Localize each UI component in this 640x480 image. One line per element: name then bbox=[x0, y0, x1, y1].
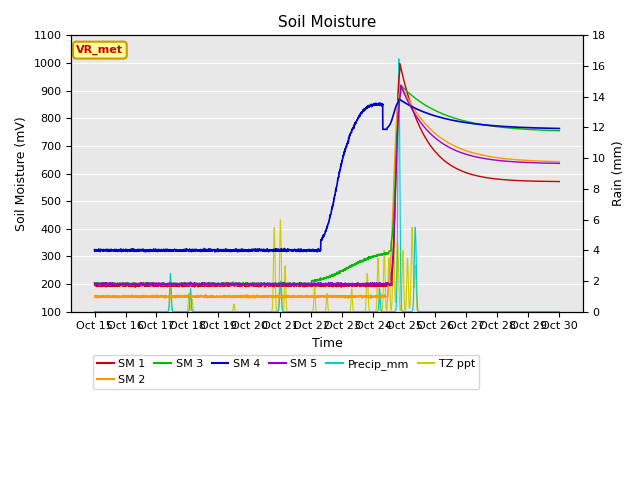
TZ ppt bbox=[144, 309, 152, 314]
Precip_mm bbox=[269, 309, 276, 314]
SM 5 bbox=[323, 283, 330, 289]
SM 2 bbox=[91, 295, 99, 300]
Precip_mm bbox=[547, 309, 554, 314]
SM 5 bbox=[144, 280, 152, 286]
Precip_mm bbox=[395, 56, 403, 61]
SM 1 bbox=[269, 284, 276, 289]
SM 4 bbox=[269, 247, 276, 253]
SM 2 bbox=[144, 294, 152, 300]
SM 2 bbox=[172, 293, 179, 299]
SM 5 bbox=[91, 280, 99, 286]
SM 3 bbox=[497, 124, 504, 130]
Line: Precip_mm: Precip_mm bbox=[95, 59, 559, 312]
Precip_mm bbox=[556, 309, 563, 314]
SM 1 bbox=[144, 283, 152, 288]
Line: TZ ppt: TZ ppt bbox=[95, 220, 559, 312]
SM 2 bbox=[289, 292, 297, 298]
SM 1 bbox=[497, 177, 504, 182]
SM 4 bbox=[547, 125, 554, 131]
Line: SM 2: SM 2 bbox=[95, 85, 559, 298]
Precip_mm bbox=[144, 309, 152, 314]
SM 4 bbox=[289, 248, 297, 253]
SM 1 bbox=[131, 284, 139, 290]
Text: VR_met: VR_met bbox=[76, 45, 124, 55]
SM 4 bbox=[313, 249, 321, 255]
TZ ppt bbox=[556, 309, 563, 314]
Precip_mm bbox=[289, 309, 297, 314]
TZ ppt bbox=[497, 309, 504, 314]
SM 4 bbox=[556, 126, 563, 132]
Y-axis label: Rain (mm): Rain (mm) bbox=[612, 141, 625, 206]
SM 5 bbox=[397, 83, 404, 88]
SM 5 bbox=[547, 160, 554, 166]
SM 1 bbox=[547, 179, 554, 184]
SM 5 bbox=[172, 281, 179, 287]
SM 4 bbox=[497, 123, 504, 129]
SM 3 bbox=[556, 128, 563, 133]
Line: SM 3: SM 3 bbox=[95, 85, 559, 286]
SM 1 bbox=[172, 282, 179, 288]
SM 2 bbox=[547, 158, 554, 164]
SM 3 bbox=[172, 281, 179, 287]
SM 3 bbox=[91, 282, 99, 288]
TZ ppt bbox=[276, 217, 284, 223]
SM 5 bbox=[556, 160, 563, 166]
Line: SM 1: SM 1 bbox=[95, 63, 559, 287]
SM 4 bbox=[91, 247, 99, 252]
SM 3 bbox=[547, 128, 554, 133]
SM 2 bbox=[367, 295, 374, 301]
X-axis label: Time: Time bbox=[312, 337, 342, 350]
SM 1 bbox=[556, 179, 563, 184]
SM 3 bbox=[289, 280, 297, 286]
SM 5 bbox=[497, 158, 504, 164]
SM 4 bbox=[395, 96, 403, 102]
SM 5 bbox=[289, 281, 297, 287]
Precip_mm bbox=[497, 309, 504, 314]
SM 1 bbox=[289, 283, 297, 288]
Title: Soil Moisture: Soil Moisture bbox=[278, 15, 376, 30]
Line: SM 4: SM 4 bbox=[95, 99, 559, 252]
SM 4 bbox=[172, 248, 179, 253]
SM 4 bbox=[144, 248, 152, 253]
SM 3 bbox=[268, 283, 275, 288]
TZ ppt bbox=[269, 296, 276, 301]
TZ ppt bbox=[172, 309, 179, 314]
Legend: SM 1, SM 2, SM 3, SM 4, SM 5, Precip_mm, TZ ppt: SM 1, SM 2, SM 3, SM 4, SM 5, Precip_mm,… bbox=[93, 355, 479, 389]
TZ ppt bbox=[91, 309, 99, 314]
SM 2 bbox=[397, 83, 405, 88]
SM 2 bbox=[556, 159, 563, 165]
SM 1 bbox=[396, 60, 404, 66]
SM 3 bbox=[144, 281, 152, 287]
Line: SM 5: SM 5 bbox=[95, 85, 559, 286]
SM 3 bbox=[397, 82, 404, 88]
Y-axis label: Soil Moisture (mV): Soil Moisture (mV) bbox=[15, 116, 28, 231]
Precip_mm bbox=[172, 309, 179, 314]
TZ ppt bbox=[547, 309, 554, 314]
Precip_mm bbox=[91, 309, 99, 314]
SM 2 bbox=[497, 155, 504, 161]
TZ ppt bbox=[289, 309, 297, 314]
SM 3 bbox=[269, 281, 276, 287]
SM 1 bbox=[91, 282, 99, 288]
SM 2 bbox=[269, 294, 276, 300]
SM 5 bbox=[269, 282, 276, 288]
